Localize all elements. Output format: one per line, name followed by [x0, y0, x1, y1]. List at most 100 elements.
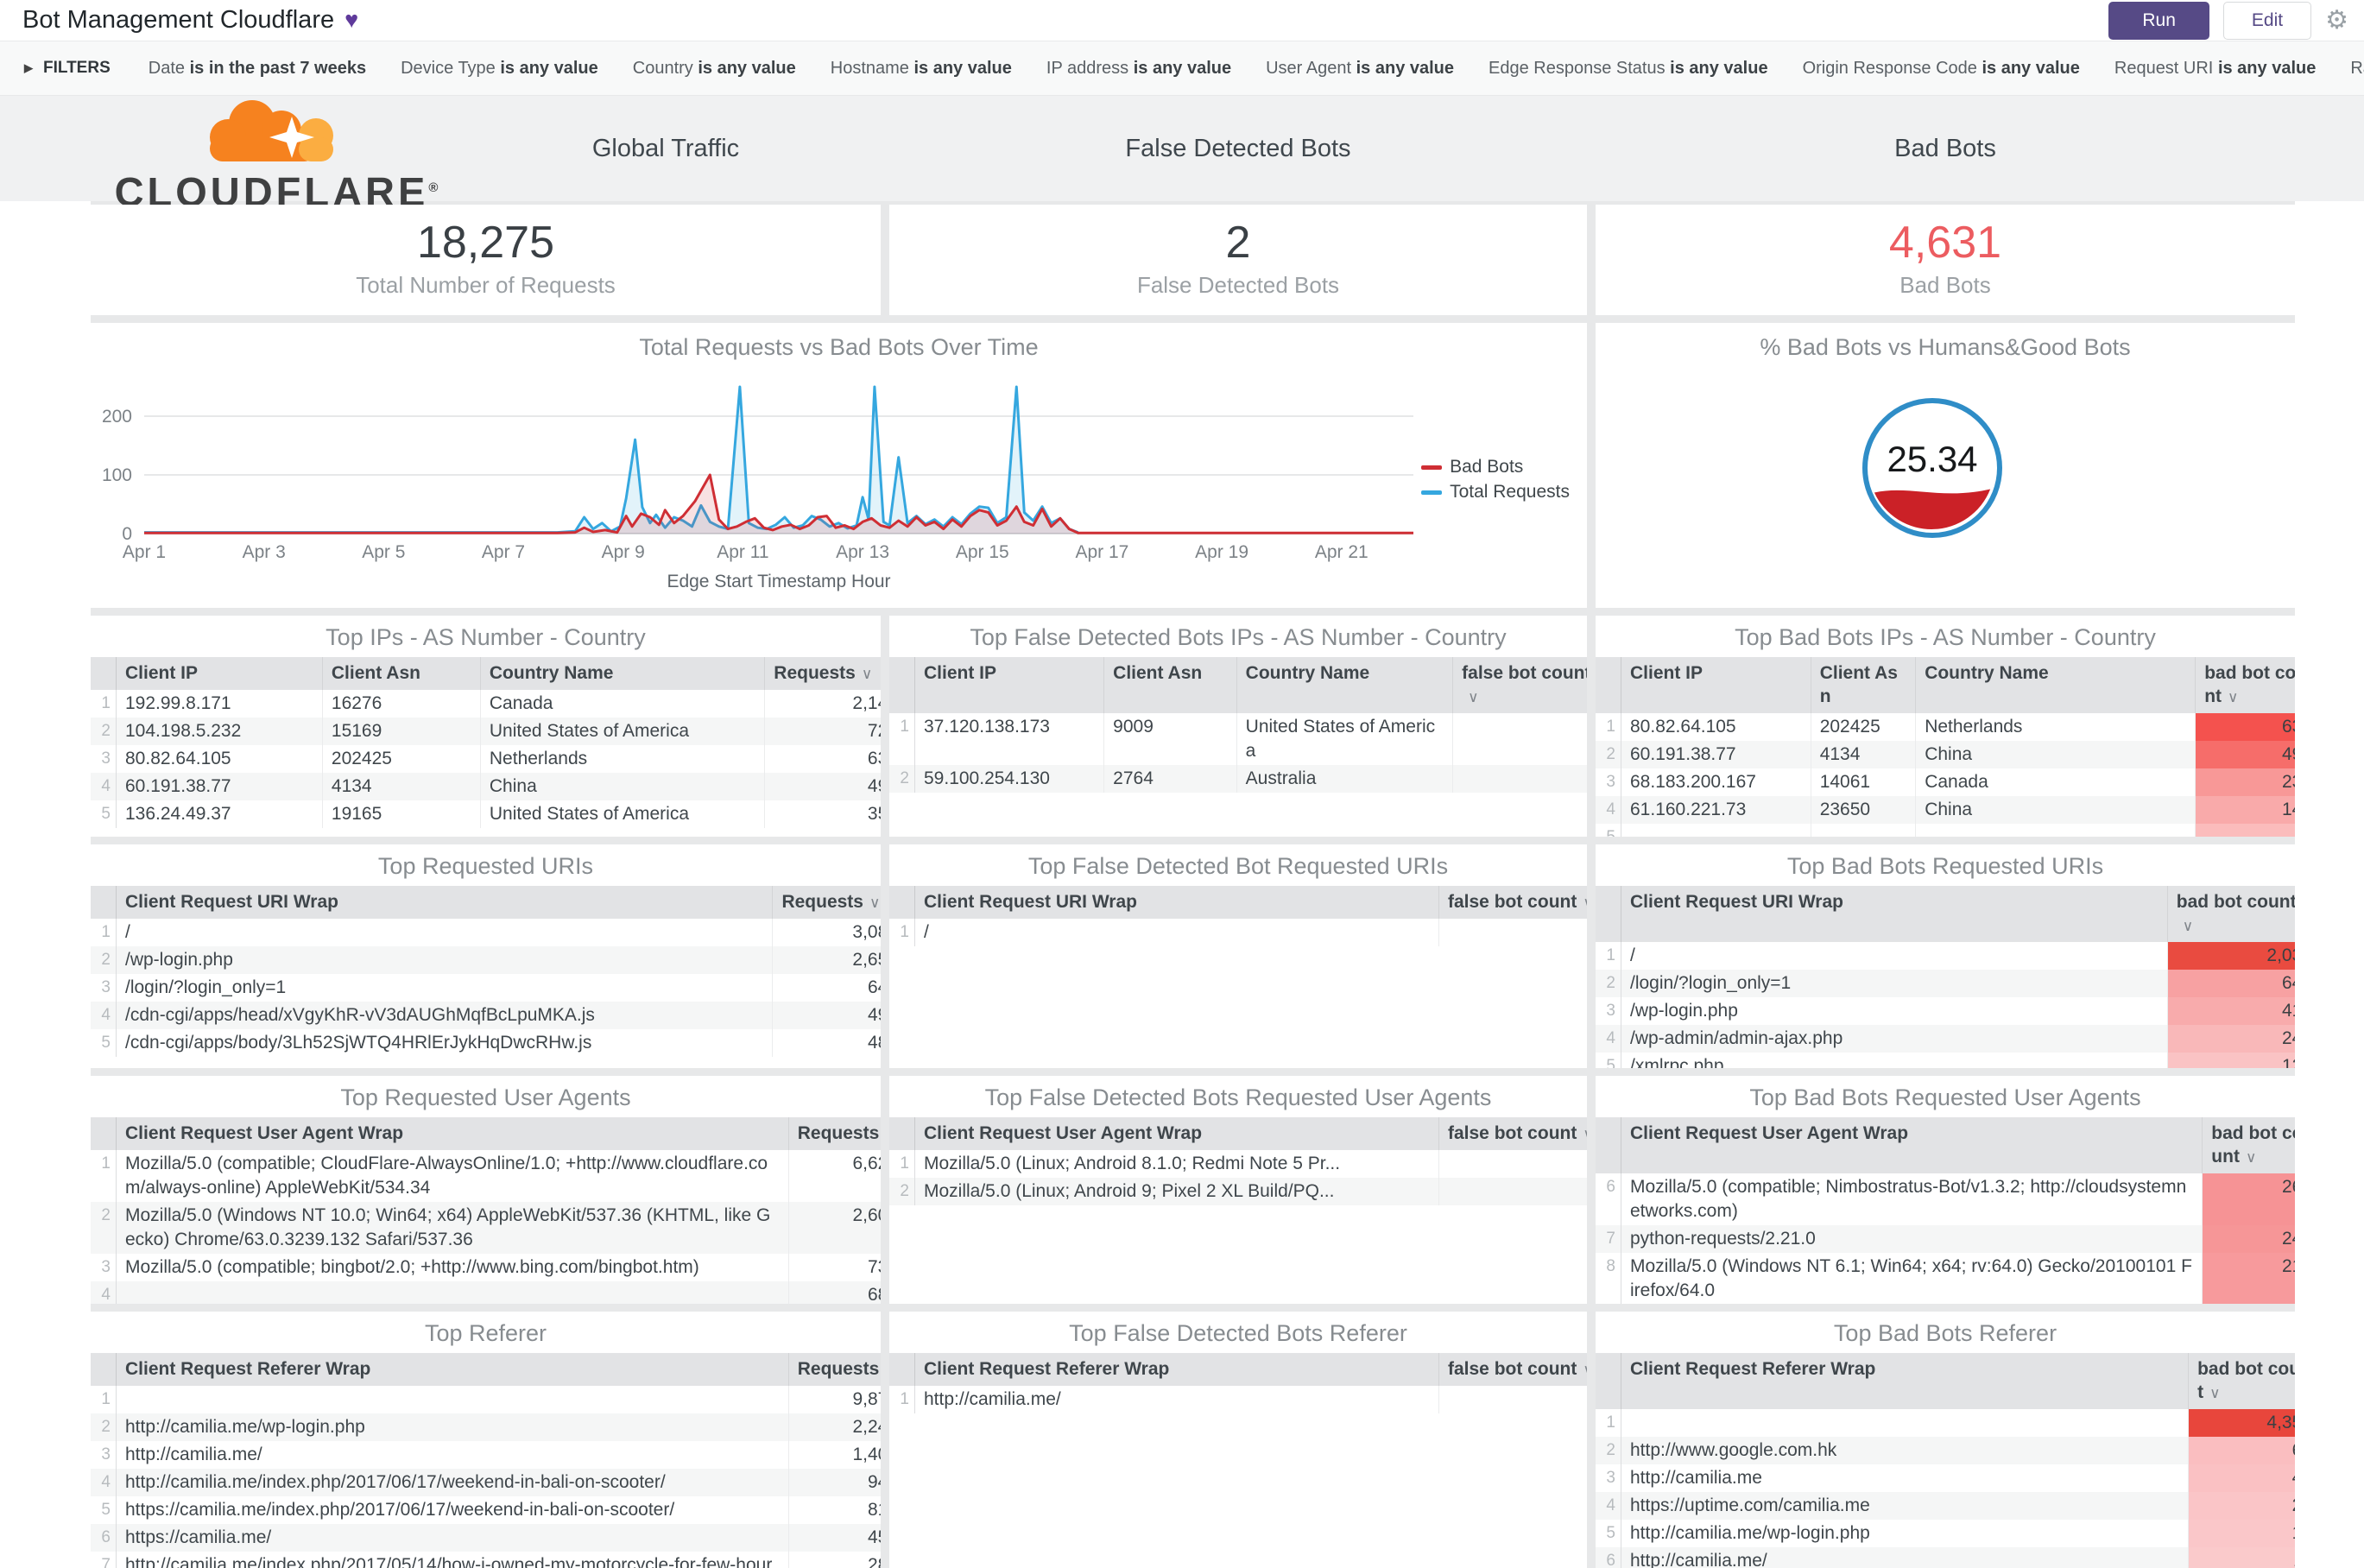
table-cell[interactable]: /wp-login.php	[1630, 1001, 1738, 1021]
column-header[interactable]: false bot count ∨	[1438, 886, 1587, 919]
table-cell[interactable]: 284	[787, 1552, 881, 1568]
column-header[interactable]: Client Request User Agent Wrap	[915, 1117, 1438, 1150]
filters-toggle[interactable]: ▶ FILTERS	[24, 59, 111, 78]
sort-desc-icon[interactable]: ∨	[2228, 689, 2239, 705]
table-cell[interactable]: 681	[787, 1281, 881, 1304]
table-cell[interactable]: http://camilia.me/	[1630, 1551, 1767, 1568]
table-cell[interactable]: Mozilla/5.0 (Linux; Android 9; Pixel 2 X…	[924, 1181, 1335, 1201]
table-cell[interactable]: python-requests/2.21.0	[1630, 1229, 1816, 1249]
table-cell[interactable]: 496	[2195, 741, 2295, 768]
table-cell[interactable]: 60.191.38.77	[1630, 744, 1736, 764]
table-cell[interactable]: United States of America	[479, 800, 764, 828]
table-cell[interactable]: 2	[1438, 1386, 1587, 1413]
column-header[interactable]: Requests∨	[787, 1353, 881, 1386]
column-header[interactable]: false bot count ∨	[1452, 657, 1587, 713]
table-cell[interactable]: 60.191.38.77	[125, 776, 231, 796]
table-cell[interactable]: 9,877	[787, 1386, 881, 1413]
column-header[interactable]: Client Asn	[321, 657, 480, 690]
column-header[interactable]: Client Request URI Wrap	[1621, 886, 2167, 942]
column-header[interactable]: bad bot count∨	[2188, 1353, 2295, 1409]
table-cell[interactable]: 724	[764, 718, 881, 745]
table-cell[interactable]: Canada	[479, 690, 764, 718]
table-cell[interactable]: /cdn-cgi/apps/head/xVgyKhR-vV3dAUGhMqfBc…	[125, 1005, 595, 1025]
table-cell[interactable]: 68.183.200.167	[1630, 772, 1756, 792]
table-cell[interactable]: 1,408	[787, 1441, 881, 1469]
table-cell[interactable]: http://camilia.me	[1630, 1468, 1762, 1488]
table-cell[interactable]: Mozilla/5.0 (Windows NT 10.0; Win64; x64…	[125, 1205, 771, 1249]
table-cell[interactable]: 59.100.254.130	[924, 768, 1050, 788]
table-cell[interactable]: 458	[787, 1524, 881, 1552]
filter-item[interactable]: Hostname is any value	[831, 59, 1012, 78]
table-cell[interactable]: 637	[2195, 713, 2295, 741]
table-cell[interactable]: 1	[1452, 713, 1587, 765]
table-cell[interactable]: China	[479, 773, 764, 800]
table-cell[interactable]: Mozilla/5.0 (Linux; Android 8.1.0; Redmi…	[924, 1154, 1341, 1173]
table-cell[interactable]: http://camilia.me/index.php/2017/05/14/h…	[125, 1555, 773, 1568]
table-cell[interactable]: /cdn-cgi/apps/body/3Lh52SjWTQ4HRlErJykHq…	[125, 1033, 592, 1053]
table-cell[interactable]: http://www.google.com.hk	[1630, 1440, 1837, 1460]
table-cell[interactable]: /login/?login_only=1	[1630, 973, 1792, 993]
filter-item[interactable]: Device Type is any value	[401, 59, 598, 78]
table-cell[interactable]: http://camilia.me/wp-login.php	[125, 1417, 365, 1437]
table-cell[interactable]: 733	[787, 1254, 881, 1281]
table-cell[interactable]: 1	[1438, 1178, 1587, 1205]
column-header[interactable]: Client Request Referer Wrap	[117, 1353, 788, 1386]
table-cell[interactable]: 124	[2166, 1053, 2295, 1068]
table-cell[interactable]: 41	[2188, 1464, 2295, 1492]
table-cell[interactable]: http://camilia.me/	[924, 1389, 1061, 1409]
legend-item[interactable]: Total Requests	[1421, 482, 1570, 503]
table-cell[interactable]: 2,652	[772, 946, 881, 974]
column-header[interactable]: Client Asn	[1103, 657, 1236, 713]
filter-item[interactable]: RayID is any value	[2350, 59, 2364, 78]
sort-desc-icon[interactable]: ∨	[2209, 1385, 2221, 1401]
sort-desc-icon[interactable]: ∨	[2182, 918, 2194, 934]
table-cell[interactable]: 136.24.49.37	[125, 804, 231, 824]
table-cell[interactable]	[1810, 824, 1916, 837]
table-cell[interactable]: 16276	[321, 690, 480, 718]
table-cell[interactable]: 351	[764, 800, 881, 828]
table-cell[interactable]: 483	[772, 1029, 881, 1057]
table-cell[interactable]: United States of America	[1236, 713, 1452, 765]
column-header[interactable]: Requests∨	[764, 657, 881, 690]
table-cell[interactable]: https://uptime.com/camilia.me	[1630, 1495, 1870, 1515]
legend-item[interactable]: Bad Bots	[1421, 457, 1570, 477]
table-cell[interactable]: /wp-login.php	[125, 950, 233, 970]
table-cell[interactable]: 15169	[321, 718, 480, 745]
table-cell[interactable]: /	[924, 922, 929, 942]
table-cell[interactable]: Mozilla/5.0 (Windows NT 6.1; Win64; x64;…	[1630, 1256, 2192, 1300]
table-cell[interactable]: United States of America	[479, 718, 764, 745]
column-header[interactable]: false bot count ∨	[1438, 1353, 1587, 1386]
column-header[interactable]: Client IP	[915, 657, 1103, 713]
table-cell[interactable]: 245	[2202, 1225, 2295, 1253]
table-cell[interactable]: 2,144	[764, 690, 881, 718]
gear-icon[interactable]: ⚙	[2325, 5, 2348, 35]
table-cell[interactable]: 642	[772, 974, 881, 1002]
table-cell[interactable]: 6,628	[787, 1150, 881, 1202]
table-cell[interactable]	[117, 1386, 788, 1413]
column-header[interactable]: Requests∨	[787, 1117, 881, 1150]
column-header[interactable]: Client Request Referer Wrap	[915, 1353, 1438, 1386]
table-cell[interactable]: Netherlands	[1915, 713, 2195, 741]
table-cell[interactable]: /login/?login_only=1	[125, 977, 287, 997]
filter-item[interactable]: IP address is any value	[1046, 59, 1231, 78]
table-cell[interactable]: /xmlrpc.php	[1630, 1056, 1724, 1068]
sort-desc-icon[interactable]: ∨	[1468, 689, 1479, 705]
table-cell[interactable]: 37.120.138.173	[924, 717, 1050, 737]
sort-desc-icon[interactable]: ∨	[861, 666, 873, 682]
table-cell[interactable]: 202425	[1810, 713, 1916, 741]
column-header[interactable]: Client IP	[117, 657, 322, 690]
table-cell[interactable]: 2	[1438, 919, 1587, 946]
column-header[interactable]: Client Request Referer Wrap	[1621, 1353, 2188, 1409]
table-cell[interactable]: 202425	[321, 745, 480, 773]
table-cell[interactable]: /	[125, 922, 130, 942]
table-cell[interactable]: Mozilla/5.0 (compatible; Nimbostratus-Bo…	[1630, 1177, 2187, 1221]
table-cell[interactable]: 80.82.64.105	[125, 749, 231, 768]
table-cell[interactable]: http://camilia.me/index.php/2017/06/17/w…	[125, 1472, 666, 1492]
table-cell[interactable]: 637	[764, 745, 881, 773]
run-button[interactable]: Run	[2108, 1, 2209, 40]
table-cell[interactable]: https://camilia.me/	[125, 1527, 272, 1547]
table-cell[interactable]: 416	[2166, 997, 2295, 1025]
table-cell[interactable]: China	[1915, 796, 2195, 824]
table-cell[interactable]: 243	[2166, 1025, 2295, 1053]
column-header[interactable]: Country Name	[1915, 657, 2195, 713]
